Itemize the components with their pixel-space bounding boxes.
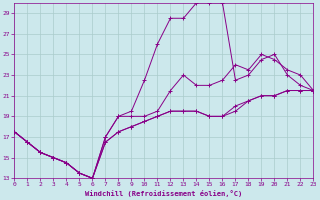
X-axis label: Windchill (Refroidissement éolien,°C): Windchill (Refroidissement éolien,°C)	[85, 190, 243, 197]
